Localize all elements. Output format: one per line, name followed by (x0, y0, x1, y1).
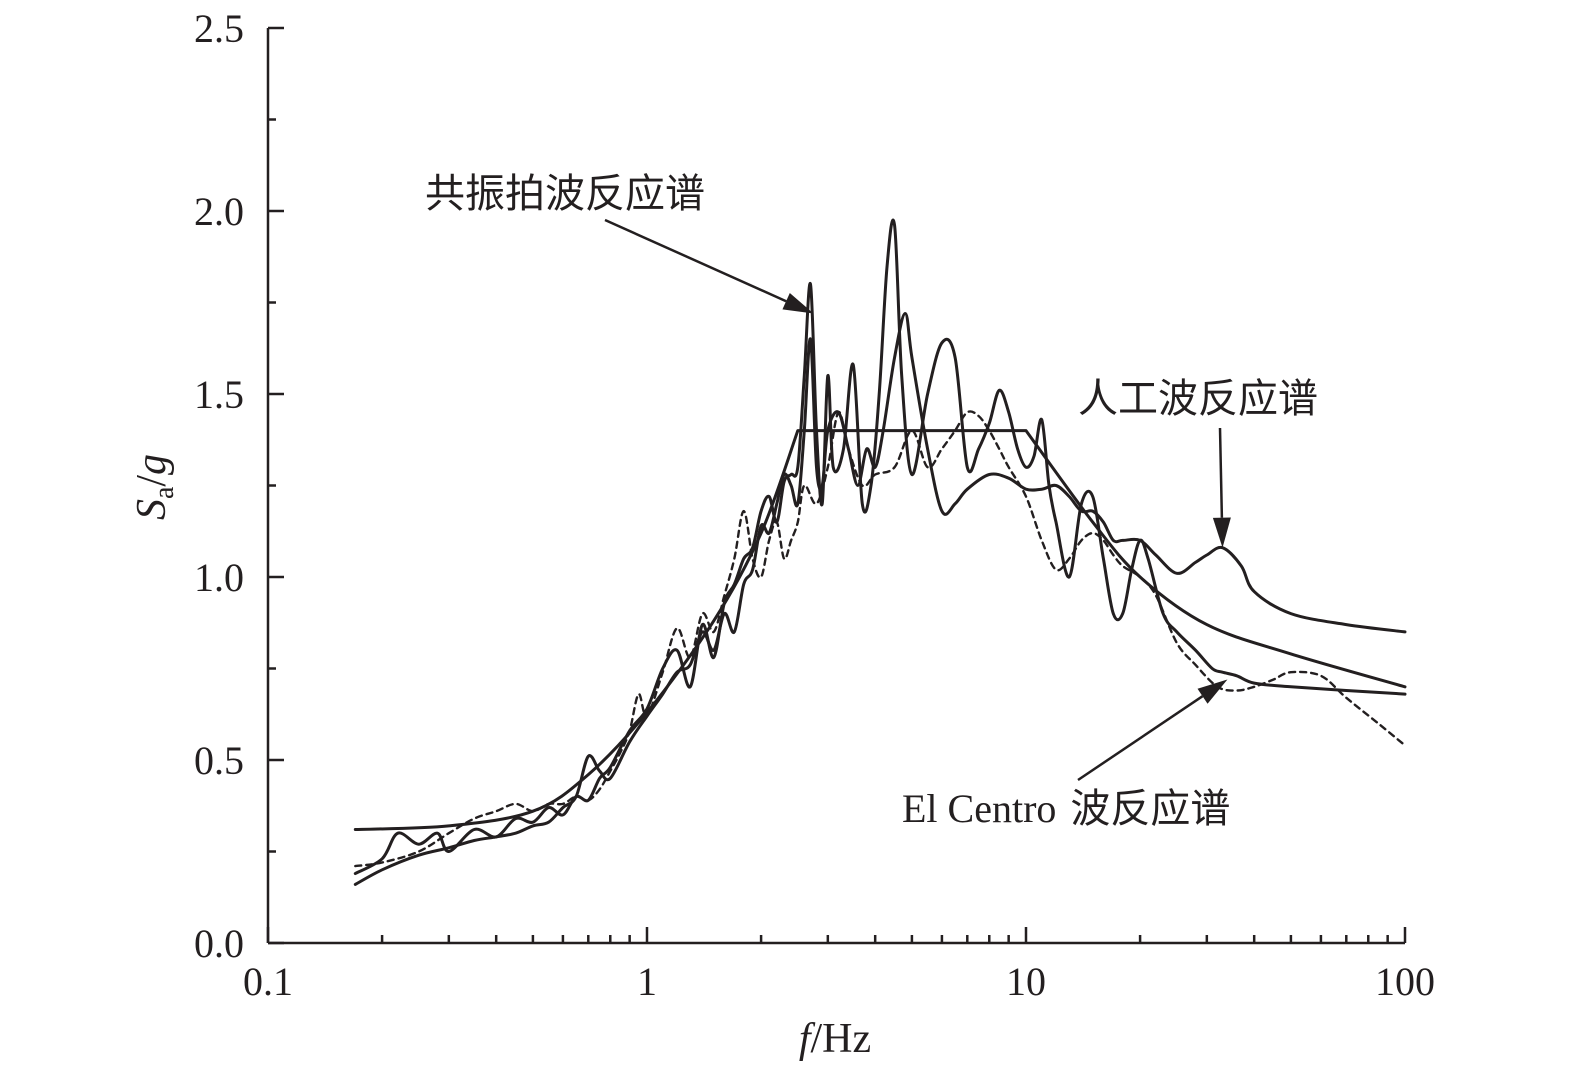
annotation-artificial-arrowhead (1212, 517, 1231, 548)
y-axis-title-text: Sa/g (129, 454, 180, 520)
y-axis-title-g: g (129, 454, 175, 475)
annotation-resonance-text: 共振拍波反应谱 (425, 171, 705, 217)
annotation-elcentro-latin: El Centro (902, 786, 1056, 831)
series-line-2 (353, 218, 1407, 875)
annotation-resonance-arrow (604, 218, 787, 303)
x-tick-label: 100 (1375, 959, 1435, 1004)
y-tick-group: 0.0 0.5 1.0 1.5 2.0 2.5 (194, 6, 284, 966)
series-line-1 (353, 429, 1407, 831)
annotation-elcentro-text: El Centro 波反应谱 (902, 786, 1230, 832)
plot-area: 0.1 1 10 100 0.0 0.5 1.0 1.5 2.0 2.5 (194, 6, 1435, 1004)
y-tick-label: 2.5 (194, 6, 244, 51)
annotation-resonance: 共振拍波反应谱 (425, 171, 814, 314)
series-line-4 (354, 410, 1407, 868)
x-tick-label: 1 (637, 959, 657, 1004)
y-tick-label: 0.0 (194, 921, 244, 966)
x-tick-label: 0.1 (243, 959, 293, 1004)
series-line-3 (353, 312, 1407, 886)
series-group (353, 218, 1407, 886)
annotation-elcentro-arrowhead (1197, 679, 1228, 704)
x-axis-title-unit: /Hz (811, 1016, 872, 1062)
y-axis-title-main: S (129, 499, 175, 520)
y-tick-label: 1.0 (194, 555, 244, 600)
y-axis-title-sub: a (149, 486, 180, 499)
annotation-elcentro: El Centro 波反应谱 (902, 679, 1230, 832)
annotation-artificial: 人工波反应谱 (1078, 376, 1318, 548)
y-axis-title-slash: / (129, 475, 175, 487)
annotation-resonance-arrowhead (782, 292, 814, 314)
annotation-artificial-text: 人工波反应谱 (1078, 376, 1318, 422)
x-tick-group: 0.1 1 10 100 (243, 927, 1435, 1004)
y-axis-title: Sa/g (129, 454, 180, 520)
annotation-elcentro-cjk: 波反应谱 (1070, 786, 1230, 832)
y-tick-label: 0.5 (194, 738, 244, 783)
annotation-elcentro-arrow (1077, 695, 1204, 782)
annotation-artificial-arrow (1218, 427, 1224, 518)
x-axis-title: f/Hz (799, 1016, 871, 1062)
y-tick-label: 1.5 (194, 372, 244, 417)
y-tick-label: 2.0 (194, 189, 244, 234)
x-tick-label: 10 (1006, 959, 1046, 1004)
